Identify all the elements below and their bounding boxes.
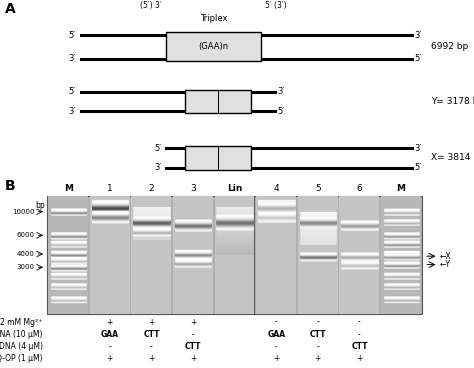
Bar (256, 196, 296, 314)
Text: ←Y: ←Y (440, 260, 451, 269)
Bar (298, 196, 338, 314)
Text: 1: 1 (107, 184, 113, 193)
Text: 3′: 3′ (154, 163, 161, 172)
Bar (131, 196, 172, 314)
Text: GAA: GAA (101, 330, 119, 339)
Text: Lin: Lin (227, 184, 242, 193)
Text: 2: 2 (149, 184, 154, 193)
Text: (5′) 3′: (5′) 3′ (139, 1, 161, 10)
Text: 5′: 5′ (154, 144, 161, 153)
Text: 3′: 3′ (69, 54, 76, 63)
Text: 3′: 3′ (415, 144, 422, 153)
Text: +: + (190, 354, 196, 363)
Text: +: + (107, 318, 113, 326)
Text: -: - (275, 318, 278, 326)
Text: 4: 4 (273, 184, 279, 193)
Text: 5′ (3′): 5′ (3′) (265, 1, 287, 10)
Text: bp: bp (35, 201, 45, 210)
Text: (GAA)n: (GAA)n (198, 42, 228, 51)
Text: Triplex: Triplex (200, 14, 227, 24)
Text: 5′: 5′ (69, 87, 76, 96)
Text: +: + (190, 318, 196, 326)
Text: CTT: CTT (143, 330, 160, 339)
Text: A: A (5, 2, 16, 16)
Bar (215, 196, 255, 314)
Bar (185, 146, 251, 170)
Text: 3′: 3′ (415, 31, 422, 40)
Text: GAA: GAA (267, 330, 285, 339)
Text: CTT: CTT (310, 330, 326, 339)
Text: 6: 6 (356, 184, 362, 193)
Text: DNA (4 μM): DNA (4 μM) (0, 342, 43, 351)
Text: +: + (107, 354, 113, 363)
Text: -: - (317, 342, 319, 351)
Text: 6000: 6000 (17, 232, 35, 238)
Text: 3′: 3′ (69, 107, 76, 116)
Text: -: - (150, 342, 153, 351)
Text: Y= 3178 bp: Y= 3178 bp (431, 97, 474, 106)
Text: -: - (358, 330, 361, 339)
Text: -: - (317, 318, 319, 326)
Text: PNA (10 μM): PNA (10 μM) (0, 330, 43, 339)
Bar (339, 196, 379, 314)
Text: M: M (397, 184, 406, 193)
Text: 6992 bp: 6992 bp (431, 42, 469, 51)
Text: 4000: 4000 (17, 251, 35, 257)
Text: 10000: 10000 (12, 209, 35, 215)
Text: 2 mM Mg²⁺: 2 mM Mg²⁺ (0, 318, 43, 326)
Text: X= 3814 bp: X= 3814 bp (431, 153, 474, 163)
Text: 5′: 5′ (415, 163, 422, 172)
Text: CTT: CTT (185, 342, 201, 351)
Text: 5′: 5′ (415, 54, 422, 63)
Text: CTT: CTT (351, 342, 368, 351)
Text: -: - (275, 342, 278, 351)
Bar (166, 32, 261, 61)
Bar (47, 196, 422, 314)
Text: 5: 5 (315, 184, 321, 193)
Bar (90, 196, 130, 314)
Text: BQQ-OP (1 μM): BQQ-OP (1 μM) (0, 354, 43, 363)
Text: +: + (356, 354, 363, 363)
Text: +: + (273, 354, 280, 363)
Text: -: - (358, 318, 361, 326)
Text: 3: 3 (190, 184, 196, 193)
Text: 5′: 5′ (69, 31, 76, 40)
Text: -: - (191, 330, 194, 339)
Text: ←X: ←X (440, 252, 452, 261)
Text: 5′: 5′ (277, 107, 284, 116)
Bar (185, 90, 251, 113)
Bar (381, 196, 421, 314)
Bar (173, 196, 213, 314)
Bar (48, 196, 88, 314)
Text: -: - (109, 342, 111, 351)
Text: M: M (64, 184, 73, 193)
Text: 3′: 3′ (277, 87, 284, 96)
Text: +: + (148, 354, 155, 363)
Text: 3000: 3000 (17, 264, 35, 270)
Text: B: B (5, 178, 15, 192)
Text: +: + (148, 318, 155, 326)
Text: +: + (315, 354, 321, 363)
